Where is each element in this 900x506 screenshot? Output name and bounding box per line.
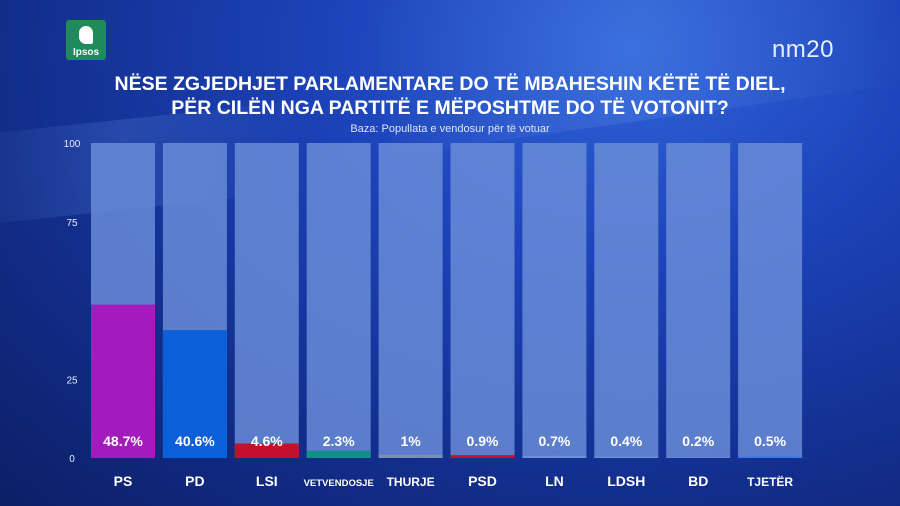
y-tick-label: 0 bbox=[69, 454, 75, 465]
ipsos-logo-mark-icon bbox=[79, 26, 93, 44]
x-tick-label: TJETËR bbox=[747, 474, 793, 489]
x-tick-label: LN bbox=[545, 473, 564, 489]
data-label: 4.6% bbox=[251, 433, 283, 449]
bar bbox=[378, 454, 443, 458]
bar bbox=[522, 455, 587, 458]
x-tick-label: LDSH bbox=[607, 473, 645, 489]
bar bbox=[594, 456, 659, 458]
channel-brand: nm20 bbox=[771, 36, 834, 63]
x-tick-label: VETVENDOSJE bbox=[304, 478, 374, 489]
bar bbox=[91, 304, 155, 458]
chart-title-line-1: NËSE ZGJEDHJET PARLAMENTARE DO TË MBAHES… bbox=[114, 73, 786, 95]
data-label: 1% bbox=[400, 433, 421, 449]
data-label: 0.9% bbox=[467, 433, 499, 449]
bar bbox=[234, 443, 299, 458]
y-tick-label: 25 bbox=[66, 375, 78, 386]
data-label: 48.7% bbox=[103, 433, 143, 449]
bar bbox=[666, 457, 731, 458]
bar-track bbox=[666, 143, 731, 458]
bar bbox=[450, 455, 515, 458]
x-tick-label: THURJE bbox=[387, 475, 435, 489]
y-tick-label: 100 bbox=[64, 139, 81, 150]
chart-subtitle: Baza: Popullata e vendosur për të votuar bbox=[350, 123, 550, 135]
x-tick-label: LSI bbox=[256, 473, 278, 489]
data-label: 0.5% bbox=[754, 433, 786, 449]
bar-track bbox=[306, 143, 371, 458]
ipsos-logo-text: Ipsos bbox=[72, 47, 100, 58]
bar-track bbox=[522, 143, 587, 458]
data-label: 0.2% bbox=[682, 433, 714, 449]
chart-title-line-2: PËR CILËN NGA PARTITË E MËPOSHTME DO TË … bbox=[171, 97, 729, 119]
bar bbox=[306, 450, 371, 458]
bar-track bbox=[594, 143, 659, 458]
data-label: 0.7% bbox=[538, 433, 570, 449]
data-label: 2.3% bbox=[323, 433, 355, 449]
bar-track bbox=[378, 143, 443, 458]
bar bbox=[738, 456, 803, 458]
x-tick-label: PSD bbox=[468, 473, 497, 489]
bar bbox=[162, 330, 227, 458]
y-tick-label: 75 bbox=[66, 218, 78, 229]
bar-track bbox=[234, 143, 299, 458]
x-tick-label: BD bbox=[688, 473, 708, 489]
chart-title: NËSE ZGJEDHJET PARLAMENTARE DO TË MBAHES… bbox=[50, 72, 850, 120]
data-label: 0.4% bbox=[610, 433, 642, 449]
x-tick-label: PS bbox=[114, 473, 133, 489]
x-tick-label: PD bbox=[185, 473, 204, 489]
ipsos-logo: Ipsos bbox=[66, 20, 106, 60]
bar-track bbox=[450, 143, 515, 458]
data-label: 40.6% bbox=[175, 433, 215, 449]
bar-track bbox=[738, 143, 803, 458]
